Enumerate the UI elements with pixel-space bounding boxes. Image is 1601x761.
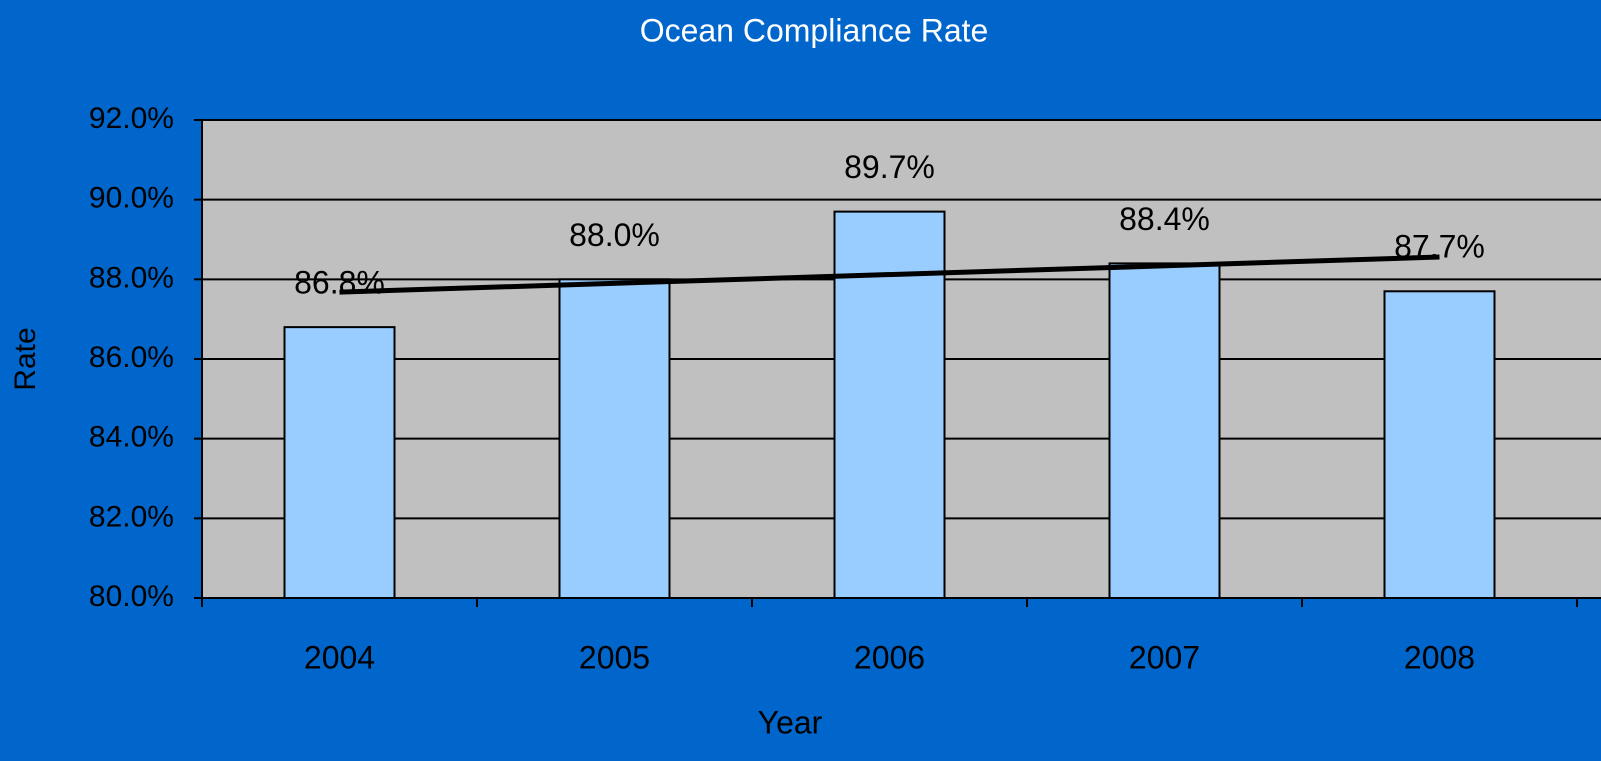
data-label: 88.4% — [1119, 201, 1210, 237]
bar — [1383, 290, 1496, 599]
x-tick-label: 2005 — [579, 639, 650, 675]
y-axis-label: Rate — [9, 327, 42, 390]
bar — [283, 326, 396, 599]
bar — [1108, 262, 1221, 599]
y-tick-label: 92.0% — [89, 102, 174, 135]
y-tick-label: 84.0% — [89, 421, 174, 454]
chart-title: Ocean Compliance Rate — [640, 12, 989, 48]
y-tick-label: 82.0% — [89, 500, 174, 533]
trend-line — [339, 254, 1440, 295]
x-tick-label: 2004 — [304, 639, 375, 675]
bar — [558, 278, 671, 599]
data-label: 88.0% — [569, 217, 660, 253]
data-label: 86.8% — [294, 265, 385, 301]
x-tick-label: 2006 — [854, 639, 925, 675]
x-axis-label: Year — [758, 704, 823, 740]
bar — [833, 210, 946, 599]
data-label: 89.7% — [844, 149, 935, 185]
y-tick-label: 80.0% — [89, 580, 174, 613]
y-tick-label: 88.0% — [89, 261, 174, 294]
y-tick-label: 86.0% — [89, 341, 174, 374]
y-tick-label: 90.0% — [89, 182, 174, 215]
x-tick-label: 2007 — [1129, 639, 1200, 675]
x-tick-label: 2008 — [1404, 639, 1475, 675]
